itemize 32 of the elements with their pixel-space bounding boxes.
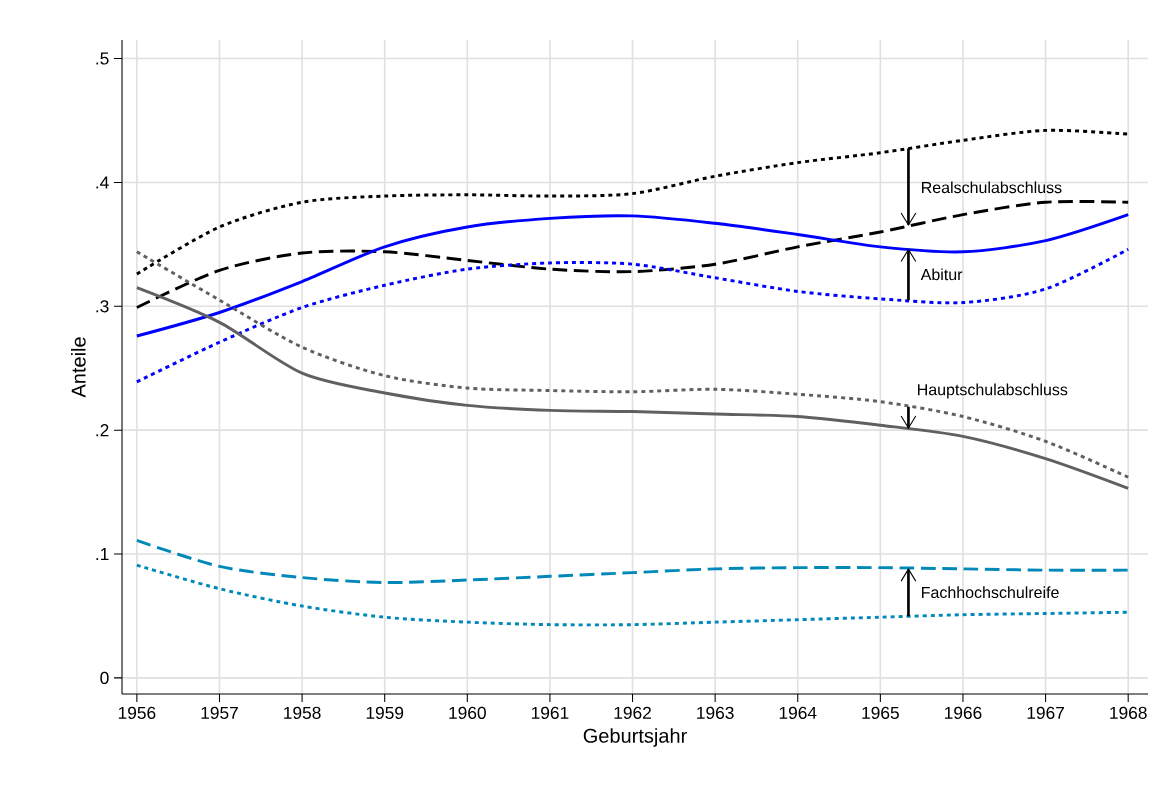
line-series	[135, 200, 1130, 310]
x-tick-label: 1958	[284, 706, 321, 719]
annotation: Realschulabschluss	[922, 181, 1062, 194]
x-tick-label: 1966	[945, 706, 982, 719]
x-tick-label: 1965	[862, 706, 899, 719]
line-series	[135, 213, 1130, 338]
x-tick-label: 1957	[201, 706, 238, 719]
y-tick-label: .2	[96, 424, 109, 437]
y-tick-label: .4	[96, 176, 109, 189]
y-tick-label: .5	[96, 52, 109, 65]
x-tick-label: 1968	[1110, 706, 1147, 719]
annotation: Hauptschulabschluss	[918, 383, 1068, 399]
y-tick-label: .3	[96, 300, 109, 313]
x-tick-label: 1967	[1027, 706, 1064, 719]
x-tick-label: 1963	[697, 706, 734, 719]
line-series	[135, 563, 1130, 627]
x-axis-title: Geburtsjahr	[583, 728, 687, 747]
y-axis-title: Anteile	[71, 337, 86, 398]
line-series	[135, 538, 1130, 585]
x-tick-label: 1964	[779, 706, 817, 719]
x-tick-label: 1959	[366, 706, 404, 719]
annotation: Abitur	[920, 268, 963, 281]
y-tick-label: .1	[96, 548, 109, 560]
annotation: Fachhochschulreife	[922, 586, 1059, 599]
y-tick-label: 0	[100, 671, 109, 685]
line-series	[135, 286, 1130, 490]
x-tick-label: 1961	[531, 706, 569, 719]
x-tick-label: 1956	[118, 706, 156, 719]
x-tick-label: 1960	[449, 706, 486, 719]
x-tick-label: 1962	[614, 706, 651, 719]
line-series	[135, 250, 1130, 479]
line-series	[135, 247, 1130, 384]
